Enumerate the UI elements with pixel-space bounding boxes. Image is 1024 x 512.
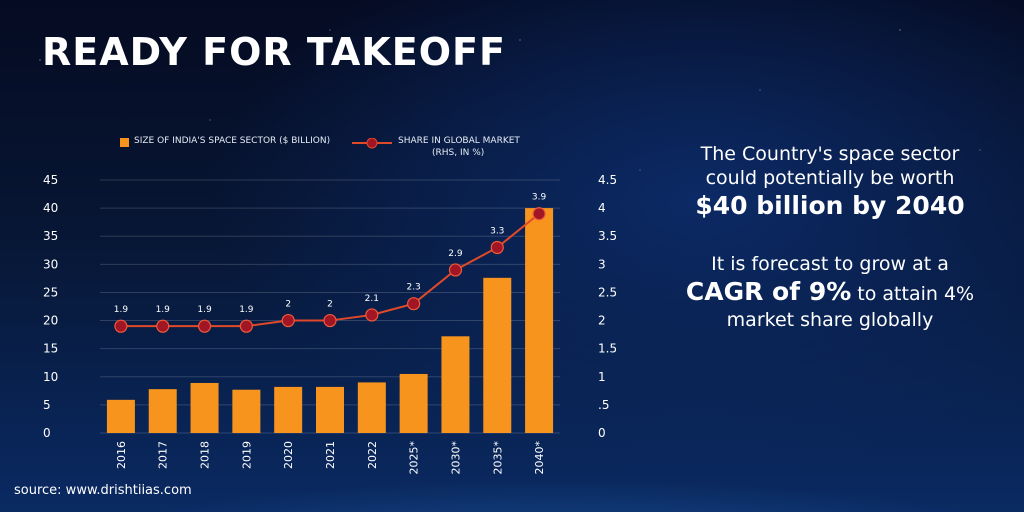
share-data-label: 2.9 — [448, 249, 463, 259]
legend-line-swatch — [352, 138, 392, 149]
x-axis-tick-label: 2040* — [533, 441, 546, 475]
share-point-2019 — [239, 319, 253, 333]
right-axis-tick-label: 4 — [598, 201, 606, 215]
share-data-label: 3.3 — [490, 226, 504, 236]
x-axis-tick-label: 2018 — [199, 441, 212, 469]
right-axis-tick-label: 1.5 — [598, 342, 617, 356]
share-point-2018 — [197, 319, 212, 333]
bar-2022 — [357, 382, 386, 433]
x-axis-tick-label: 2030* — [449, 441, 462, 475]
summary-highlight-value: $40 billion by 2040 — [695, 191, 965, 220]
bar-2030 — [441, 336, 470, 433]
page-title: READY FOR TAKEOFF — [42, 30, 506, 74]
bar-2025 — [399, 373, 428, 433]
summary-line-4-rest: to attain 4% — [851, 283, 975, 305]
legend-line-label: SHARE IN GLOBAL MARKET — [398, 136, 520, 146]
share-data-label: 2 — [285, 300, 291, 310]
share-data-label: 2.3 — [406, 283, 420, 293]
summary-line-3: It is forecast to grow at a — [711, 253, 949, 275]
right-axis-tick-label: 3 — [598, 257, 606, 271]
share-point-2020 — [281, 313, 295, 328]
share-data-label: 2 — [327, 300, 333, 310]
legend-item-bar: SIZE OF INDIA'S SPACE SECTOR ($ BILLION) — [120, 136, 331, 147]
legend-bar-swatch — [120, 138, 129, 147]
right-axis-tick-label: 2.5 — [598, 285, 617, 299]
bar-2020 — [274, 386, 303, 433]
x-axis-tick-label: 2019 — [240, 441, 253, 469]
left-axis-tick-label: 45 — [43, 173, 58, 187]
share-point-2035 — [490, 240, 504, 255]
legend-line-sublabel: (RHS, IN %) — [432, 148, 485, 158]
left-axis-tick-label: 15 — [43, 342, 58, 356]
summary-line-4: CAGR of 9% to attain 4% — [660, 276, 1000, 308]
left-axis-tick-label: 35 — [43, 229, 58, 243]
summary-line-5: market share globally — [726, 309, 934, 331]
bar-2021 — [316, 386, 344, 433]
right-axis-tick-label: 3.5 — [598, 229, 617, 243]
share-point-2040 — [532, 207, 546, 221]
share-data-label: 1.9 — [114, 305, 129, 315]
summary-line-2: could potentially be worth — [705, 167, 955, 189]
summary-line-1: The Country's space sector — [700, 143, 960, 165]
bar-2019 — [232, 389, 261, 433]
right-axis-tick-label: 0 — [598, 426, 606, 440]
share-point-2021 — [323, 313, 337, 328]
left-axis-tick-label: 5 — [43, 398, 51, 412]
bar-2035 — [483, 277, 512, 433]
x-axis-tick-label: 2022 — [366, 441, 379, 469]
right-axis-tick-label: 1 — [598, 370, 606, 384]
share-point-2022 — [365, 308, 379, 322]
left-axis-tick-label: 0 — [43, 426, 51, 440]
right-axis-tick-label: 4.5 — [598, 173, 617, 187]
x-axis-tick-label: 2017 — [157, 441, 170, 469]
bar-2017 — [148, 389, 177, 433]
bar-2018 — [190, 382, 219, 433]
left-axis-tick-label: 25 — [43, 285, 58, 299]
share-data-label: 1.9 — [239, 305, 254, 315]
summary-panel: The Country's space sector could potenti… — [660, 142, 1000, 332]
share-data-label: 1.9 — [197, 305, 212, 315]
x-axis-tick-label: 2035* — [491, 441, 504, 475]
bar-2016 — [106, 399, 135, 433]
legend-bar-label: SIZE OF INDIA'S SPACE SECTOR ($ BILLION) — [134, 136, 331, 146]
x-axis-tick-label: 2025* — [408, 441, 421, 475]
summary-highlight-cagr: CAGR of 9% — [685, 277, 852, 306]
x-axis-tick-label: 2016 — [115, 441, 128, 469]
share-data-label: 1.9 — [156, 305, 171, 315]
share-data-label: 3.9 — [532, 193, 547, 203]
left-axis-tick-label: 30 — [43, 257, 58, 271]
share-data-label: 2.1 — [365, 294, 379, 304]
share-point-2030 — [448, 263, 463, 277]
left-axis-tick-label: 40 — [43, 201, 58, 215]
left-axis-tick-label: 10 — [43, 370, 58, 384]
source-credit: source: www.drishtiias.com — [14, 483, 192, 498]
right-axis-tick-label: 2 — [598, 314, 606, 328]
x-axis-tick-label: 2021 — [324, 441, 337, 469]
right-axis-tick-label: .5 — [598, 398, 609, 412]
share-point-2017 — [156, 319, 170, 333]
bar-2040 — [525, 208, 554, 433]
left-axis-tick-label: 20 — [43, 314, 58, 328]
share-point-2016 — [114, 319, 128, 333]
share-point-2025 — [407, 297, 421, 311]
x-axis-tick-label: 2020 — [282, 441, 295, 469]
